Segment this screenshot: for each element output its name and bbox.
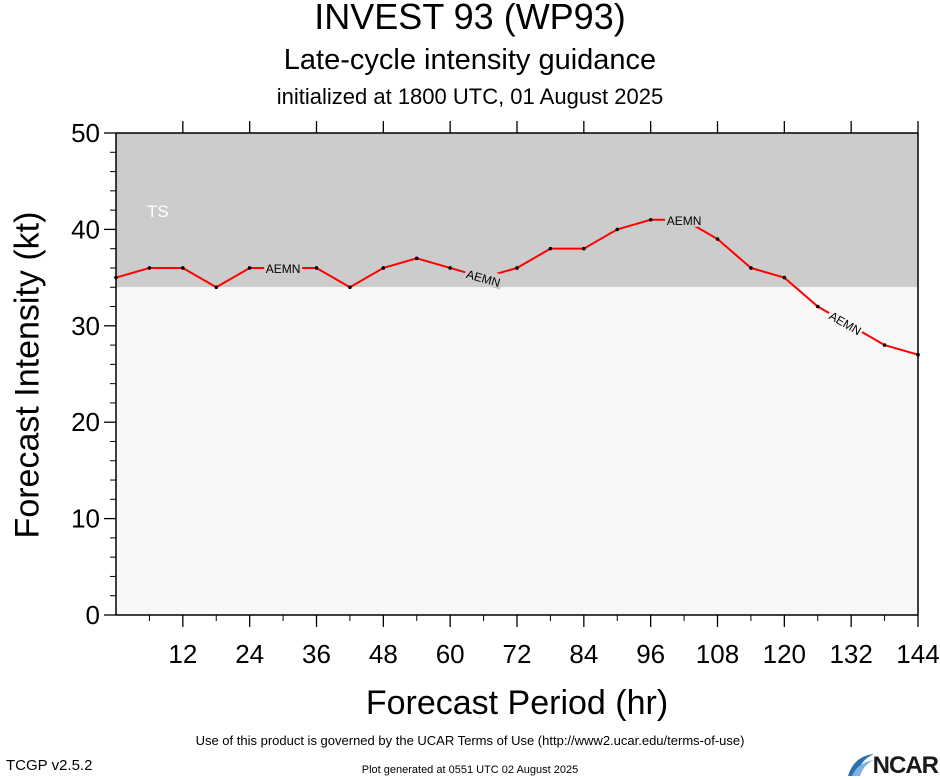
- data-point: [882, 343, 887, 347]
- x-tick-label: 132: [829, 639, 872, 669]
- x-tick-label: 84: [569, 639, 598, 669]
- data-point: [448, 266, 452, 270]
- y-tick-label: 10: [71, 504, 100, 534]
- x-tick-label: 24: [235, 639, 264, 669]
- label-background: [825, 306, 867, 339]
- chart-subtitle: Late-cycle intensity guidance: [283, 44, 657, 76]
- data-point: [414, 256, 419, 261]
- x-tick-label: 96: [636, 639, 665, 669]
- y-tick-label: 30: [71, 311, 100, 341]
- data-point: [615, 227, 620, 232]
- x-tick-label: 12: [168, 639, 197, 669]
- ncar-swoosh-icon: [848, 754, 874, 776]
- label-background: [463, 264, 505, 290]
- data-point: [147, 266, 152, 270]
- data-point: [114, 275, 118, 280]
- ncar-logo-text: NCAR: [872, 752, 939, 779]
- y-tick-label: 40: [71, 214, 100, 244]
- data-point: [749, 266, 753, 270]
- ncar-logo: NCAR: [846, 750, 939, 780]
- y-axis-label: Forecast Intensity (kt): [8, 211, 47, 539]
- intensity-band-below-ts: [116, 287, 918, 615]
- x-tick-label: 72: [503, 639, 532, 669]
- generated-time: Plot generated at 0551 UTC 02 August 202…: [361, 764, 579, 776]
- y-tick-label: 0: [86, 600, 100, 630]
- data-point: [181, 266, 185, 270]
- data-point: [348, 285, 352, 290]
- data-point: [548, 246, 553, 251]
- data-point: [782, 275, 787, 280]
- data-point: [582, 246, 586, 251]
- series-inline-label-group: AEMN: [264, 259, 303, 276]
- label-background: [665, 211, 704, 227]
- series-inline-label-group: AEMN: [665, 211, 704, 228]
- data-point: [247, 266, 252, 270]
- data-point: [715, 237, 720, 241]
- data-point: [648, 217, 653, 222]
- x-tick-label: 144: [896, 639, 939, 669]
- data-point: [815, 304, 820, 309]
- data-point: [214, 285, 219, 290]
- data-point: [314, 266, 319, 270]
- x-axis-label: Forecast Period (hr): [365, 684, 669, 722]
- data-point: [916, 352, 920, 357]
- x-tick-label: 120: [763, 639, 806, 669]
- y-tick-label: 50: [71, 118, 100, 148]
- intensity-band-ts: [116, 133, 918, 288]
- data-point: [381, 266, 386, 270]
- terms-of-use: Use of this product is governed by the U…: [195, 733, 745, 748]
- x-tick-label: 108: [696, 639, 739, 669]
- initialization-time: initialized at 1800 UTC, 01 August 2025: [276, 84, 664, 109]
- x-tick-label: 48: [369, 639, 398, 669]
- x-tick-label: 60: [436, 639, 465, 669]
- y-tick-label: 20: [71, 407, 100, 437]
- band-label-ts: TS: [147, 202, 169, 221]
- version-label: TCGP v2.5.2: [6, 757, 93, 774]
- data-point: [515, 266, 519, 270]
- chart-title: INVEST 93 (WP93): [314, 0, 626, 37]
- series-inline-label: AEMN: [667, 214, 702, 228]
- series-inline-label: AEMN: [266, 262, 301, 276]
- x-tick-label: 36: [302, 639, 331, 669]
- label-background: [264, 259, 303, 275]
